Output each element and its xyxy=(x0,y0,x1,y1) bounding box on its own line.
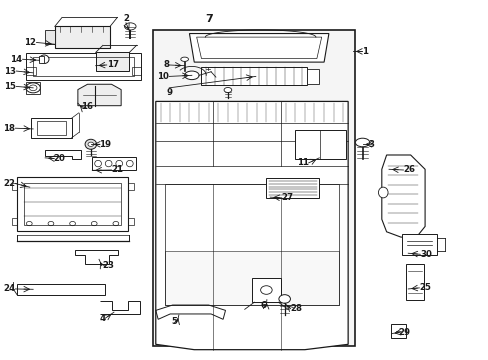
Text: 17: 17 xyxy=(106,60,119,69)
Bar xyxy=(26,67,36,75)
Bar xyxy=(92,157,135,170)
Ellipse shape xyxy=(85,139,97,149)
Ellipse shape xyxy=(378,187,387,198)
Text: 15: 15 xyxy=(4,82,16,91)
Bar xyxy=(12,183,17,190)
Text: 14: 14 xyxy=(10,55,22,64)
Text: 8: 8 xyxy=(163,60,169,69)
Bar xyxy=(96,53,129,71)
Ellipse shape xyxy=(224,87,231,93)
Text: 16: 16 xyxy=(81,102,93,111)
Text: 25: 25 xyxy=(419,283,430,292)
Bar xyxy=(251,278,280,302)
Ellipse shape xyxy=(26,83,41,93)
Bar xyxy=(24,183,121,225)
Text: 30: 30 xyxy=(419,250,431,259)
Bar xyxy=(31,118,71,138)
Bar xyxy=(401,234,436,255)
Bar xyxy=(45,30,55,44)
Polygon shape xyxy=(156,102,347,350)
Bar xyxy=(201,67,306,85)
Ellipse shape xyxy=(278,295,290,303)
Ellipse shape xyxy=(40,55,49,64)
Bar xyxy=(165,184,338,305)
Bar xyxy=(12,218,17,225)
Bar xyxy=(153,30,355,346)
Bar xyxy=(306,69,319,84)
Bar xyxy=(26,82,40,94)
Ellipse shape xyxy=(181,57,188,62)
Polygon shape xyxy=(405,264,423,300)
Bar xyxy=(295,130,345,158)
Text: 7: 7 xyxy=(204,14,212,24)
Text: 23: 23 xyxy=(102,261,114,270)
Text: 13: 13 xyxy=(4,67,16,76)
Bar xyxy=(266,178,319,198)
Bar xyxy=(128,218,133,225)
Text: 5: 5 xyxy=(171,316,177,325)
Text: 11: 11 xyxy=(296,158,308,167)
Text: 22: 22 xyxy=(3,179,15,188)
Bar xyxy=(17,177,128,231)
Bar xyxy=(390,324,405,338)
Ellipse shape xyxy=(88,142,94,147)
Bar xyxy=(37,121,66,135)
Polygon shape xyxy=(165,251,338,305)
Text: 4: 4 xyxy=(99,314,105,323)
Text: 1: 1 xyxy=(361,47,367,56)
Text: 9: 9 xyxy=(166,88,172,97)
Polygon shape xyxy=(381,155,424,237)
Bar xyxy=(128,183,133,190)
Text: 21: 21 xyxy=(111,166,123,175)
Text: 6: 6 xyxy=(260,301,266,310)
Text: 19: 19 xyxy=(99,140,111,149)
Text: 28: 28 xyxy=(290,304,302,313)
Text: 29: 29 xyxy=(398,328,410,337)
Polygon shape xyxy=(78,84,121,106)
Bar xyxy=(33,57,134,76)
Ellipse shape xyxy=(184,71,199,80)
Text: 3: 3 xyxy=(367,140,374,149)
Text: 26: 26 xyxy=(403,166,415,175)
Text: 27: 27 xyxy=(281,193,293,202)
Bar xyxy=(26,53,141,80)
Text: 20: 20 xyxy=(54,154,65,163)
Text: 10: 10 xyxy=(157,72,169,81)
Polygon shape xyxy=(189,33,328,62)
Bar xyxy=(40,56,44,63)
Ellipse shape xyxy=(355,138,369,147)
Text: 2: 2 xyxy=(122,14,129,23)
Bar xyxy=(55,26,110,48)
Text: 12: 12 xyxy=(24,38,37,47)
Ellipse shape xyxy=(124,23,136,30)
Bar xyxy=(131,67,141,75)
Text: 18: 18 xyxy=(3,124,15,133)
Bar xyxy=(17,284,105,295)
Text: 24: 24 xyxy=(3,284,15,293)
